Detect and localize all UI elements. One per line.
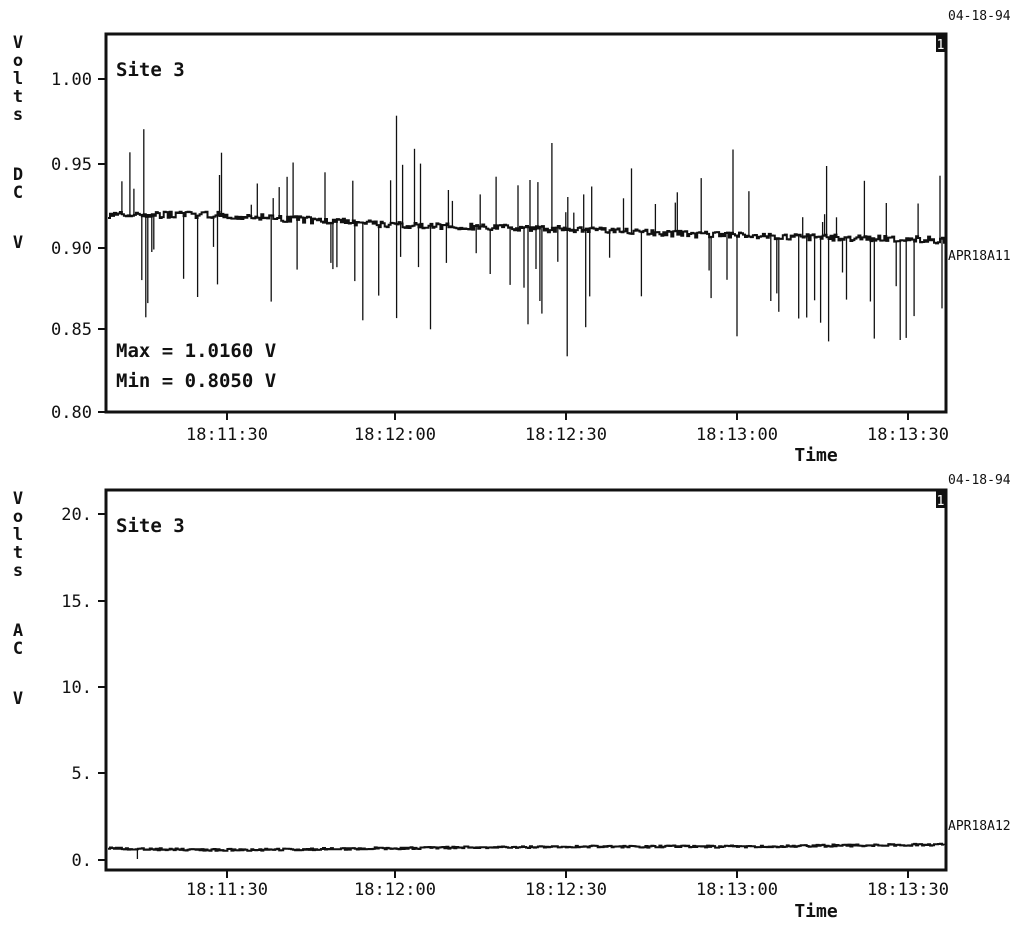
dc-y-axis-label: V o l t s D C V — [13, 33, 23, 253]
ac-series-label: APR18A12 — [948, 819, 1011, 834]
dc-xtick-label: 18:12:00 — [354, 425, 436, 445]
dc-chart: 04-18-94 V o l t s D C V 1.00 0.95 0.90 … — [13, 9, 1011, 466]
dc-min-label: Min = 0.8050 V — [116, 370, 276, 392]
ac-ylabel-char: A — [13, 621, 23, 641]
dc-date-label: 04-18-94 — [948, 9, 1011, 24]
ac-ytick-label: 15. — [61, 592, 92, 612]
ac-ylabel-char: C — [13, 639, 23, 659]
ac-series-path — [108, 842, 945, 852]
dc-corner-marker: 1 — [937, 38, 945, 53]
dc-xtick-label: 18:11:30 — [186, 425, 268, 445]
ac-ylabel-char: s — [13, 561, 23, 581]
dc-ytick-label: 0.90 — [51, 239, 92, 259]
ac-xtick-label: 18:13:00 — [696, 880, 778, 900]
ac-chart: 04-18-94 V o l t s A C V 20. 15. 10. 5. … — [13, 473, 1011, 922]
dc-max-label: Max = 1.0160 V — [116, 340, 276, 362]
ac-site-label: Site 3 — [116, 515, 185, 537]
ac-xtick-label: 18:11:30 — [186, 880, 268, 900]
dc-ytick-label: 1.00 — [51, 70, 92, 90]
dc-xaxis-title: Time — [794, 445, 838, 466]
dc-ylabel-char: V — [13, 233, 23, 253]
dc-ylabel-char: t — [13, 87, 23, 107]
dc-ylabel-char: o — [13, 51, 23, 71]
ac-xtick-label: 18:12:30 — [525, 880, 607, 900]
dc-site-label: Site 3 — [116, 59, 185, 81]
ac-xtick-label: 18:12:00 — [354, 880, 436, 900]
dc-series-label: APR18A11 — [948, 249, 1011, 264]
ac-date-label: 04-18-94 — [948, 473, 1011, 488]
dc-xtick-label: 18:12:30 — [525, 425, 607, 445]
dc-series-line — [108, 115, 945, 357]
dc-xtick-label: 18:13:30 — [867, 425, 949, 445]
dc-ylabel-char: l — [13, 69, 23, 89]
ac-x-ticks: 18:11:30 18:12:00 18:12:30 18:13:00 18:1… — [186, 870, 949, 900]
ac-plot-frame — [104, 488, 948, 872]
dc-series-path — [108, 210, 945, 245]
ac-ytick-label: 0. — [72, 851, 92, 871]
ac-ylabel-char: V — [13, 489, 23, 509]
dc-ytick-label: 0.85 — [51, 320, 92, 340]
ac-y-axis-label: V o l t s A C V — [13, 489, 23, 709]
dc-ylabel-char: V — [13, 33, 23, 53]
dc-y-ticks: 1.00 0.95 0.90 0.85 0.80 — [51, 70, 106, 423]
dc-ylabel-char: C — [13, 183, 23, 203]
ac-ytick-label: 20. — [61, 505, 92, 525]
ac-ytick-label: 10. — [61, 678, 92, 698]
ac-ylabel-char: o — [13, 507, 23, 527]
ac-ylabel-char: l — [13, 525, 23, 545]
ac-ylabel-char: t — [13, 543, 23, 563]
dc-ylabel-char: s — [13, 105, 23, 125]
ac-ytick-label: 5. — [72, 764, 92, 784]
ac-y-ticks: 20. 15. 10. 5. 0. — [61, 505, 106, 871]
dc-x-ticks: 18:11:30 18:12:00 18:12:30 18:13:00 18:1… — [186, 412, 949, 445]
dc-ylabel-char: D — [13, 165, 23, 185]
dc-xtick-label: 18:13:00 — [696, 425, 778, 445]
ac-series-line — [108, 842, 945, 859]
dc-plot-frame — [104, 32, 948, 414]
ac-corner-marker: 1 — [937, 494, 945, 509]
dc-ytick-label: 0.95 — [51, 155, 92, 175]
ac-xaxis-title: Time — [794, 901, 838, 922]
dc-corner-marker-box — [936, 35, 945, 52]
ac-ylabel-char: V — [13, 689, 23, 709]
ac-xtick-label: 18:13:30 — [867, 880, 949, 900]
dc-ytick-label: 0.80 — [51, 403, 92, 423]
ac-corner-marker-box — [936, 491, 945, 508]
